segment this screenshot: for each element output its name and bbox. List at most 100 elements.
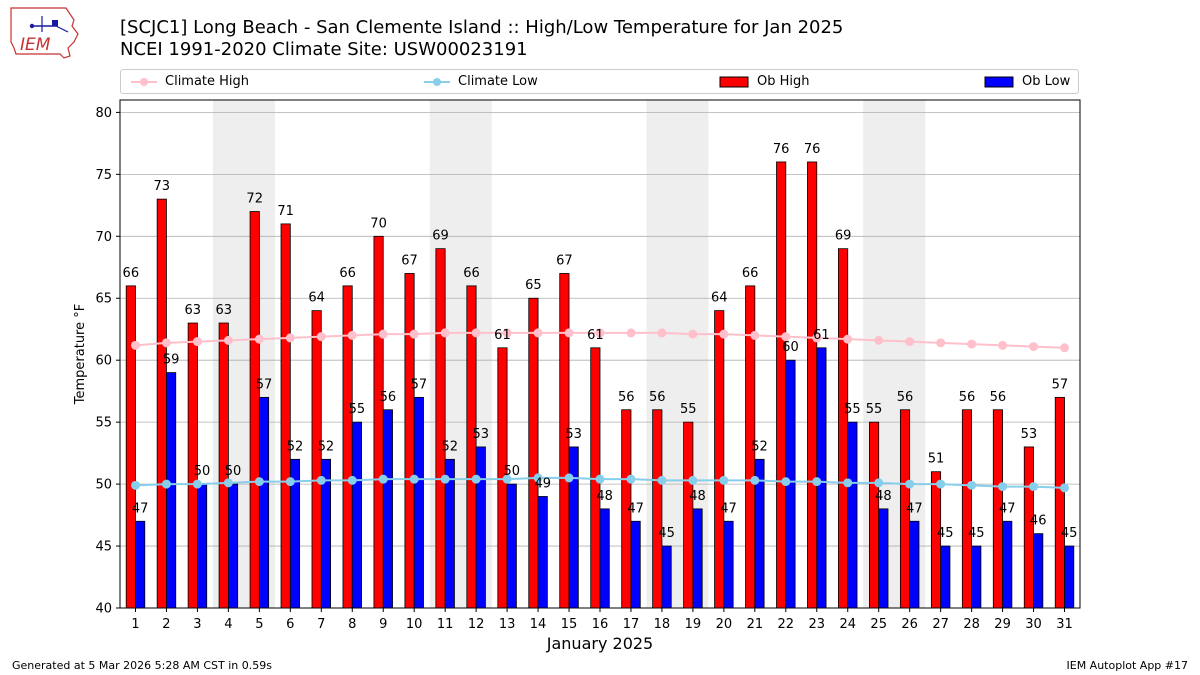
ob-high-label: 56 (897, 390, 914, 405)
ob-high-bar (652, 409, 663, 609)
x-tick-label: 14 (530, 617, 547, 632)
x-tick-label: 6 (286, 617, 294, 632)
x-tick-label: 27 (932, 617, 949, 632)
climate-low-point (130, 480, 140, 490)
chart-subtitle: NCEI 1991-2020 Climate Site: USW00023191 (120, 39, 528, 60)
climate-low-point (533, 473, 543, 483)
ob-low-bar (382, 409, 393, 609)
ob-low-label: 53 (473, 427, 490, 442)
ob-high-label: 64 (711, 291, 728, 306)
ob-low-bar (475, 446, 486, 609)
ob-high-bar (528, 297, 539, 609)
climate-low-point (316, 475, 326, 485)
climate-low-point (378, 474, 388, 484)
climate-high-point (409, 329, 419, 339)
ob-low-label: 47 (720, 501, 737, 516)
climate-high-point (595, 328, 605, 338)
x-tick-label: 1 (131, 617, 139, 632)
ob-high-label: 76 (773, 142, 790, 157)
ob-high-bar (683, 421, 694, 609)
ob-high-bar (404, 273, 415, 609)
x-tick-label: 3 (193, 617, 201, 632)
climate-low-point (719, 475, 729, 485)
ob-low-bar (197, 483, 208, 609)
climate-high-point (843, 334, 853, 344)
legend-swatch-climate-low (424, 77, 450, 86)
climate-high-point (161, 338, 171, 348)
climate-low-point (843, 478, 853, 488)
x-tick-label: 13 (499, 617, 516, 632)
climate-high-point (502, 328, 512, 338)
ob-low-bar (1064, 545, 1075, 609)
ob-high-label: 55 (866, 402, 883, 417)
chart-title: [SCJC1] Long Beach - San Clemente Island… (120, 17, 844, 38)
legend-label-climate-low: Climate Low (458, 74, 538, 89)
x-tick-label: 30 (1025, 617, 1042, 632)
x-axis-label: January 2025 (546, 634, 653, 653)
x-tick-label: 12 (468, 617, 485, 632)
x-tick-label: 22 (778, 617, 795, 632)
y-tick-label: 40 (95, 602, 112, 617)
ob-low-bar (568, 446, 579, 609)
x-tick-label: 8 (348, 617, 356, 632)
ob-low-bar (940, 545, 951, 609)
climate-low-point (595, 474, 605, 484)
footer-app-label: IEM Autoplot App #17 (1066, 659, 1189, 672)
climate-high-point (936, 338, 946, 348)
ob-high-bar (311, 310, 322, 609)
ob-low-bar (630, 520, 641, 609)
x-tick-label: 31 (1056, 617, 1073, 632)
ob-low-label: 47 (999, 501, 1016, 516)
y-tick-label: 80 (95, 106, 112, 121)
ob-high-label: 66 (742, 266, 759, 281)
ob-high-label: 71 (277, 204, 294, 219)
ob-low-label: 57 (256, 377, 273, 392)
ob-high-label: 56 (959, 390, 976, 405)
ob-low-label: 45 (968, 526, 985, 541)
climate-low-point (254, 477, 264, 487)
legend-swatch-ob-high (719, 76, 749, 87)
climate-high-point (223, 335, 233, 345)
ob-low-label: 60 (782, 340, 799, 355)
climate-high-point (812, 333, 822, 343)
ob-low-bar (1002, 520, 1013, 609)
ob-low-bar (661, 545, 672, 609)
climate-low-point (657, 475, 667, 485)
x-tick-label: 15 (561, 617, 578, 632)
ob-high-label: 70 (370, 216, 387, 231)
ob-high-label: 67 (401, 253, 418, 268)
climate-high-point (998, 340, 1008, 350)
legend-swatch-ob-low (984, 76, 1014, 87)
climate-high-point (254, 334, 264, 344)
ob-low-label: 45 (1061, 526, 1078, 541)
ob-high-label: 61 (494, 328, 511, 343)
ob-high-label: 66 (339, 266, 356, 281)
climate-high-point (130, 340, 140, 350)
climate-high-point (440, 328, 450, 338)
climate-high-point (874, 335, 884, 345)
x-tick-label: 18 (654, 617, 671, 632)
ob-low-label: 45 (937, 526, 954, 541)
ob-low-label: 47 (627, 501, 644, 516)
y-tick-label: 75 (95, 168, 112, 183)
ob-high-bar (280, 223, 291, 609)
x-tick-label: 23 (809, 617, 826, 632)
climate-low-point (347, 475, 357, 485)
x-tick-label: 25 (870, 617, 887, 632)
legend-swatch-climate-high (131, 77, 157, 86)
legend-label-climate-high: Climate High (165, 74, 250, 89)
climate-low-point (781, 477, 791, 487)
climate-low-point (564, 473, 574, 483)
ob-low-bar (599, 508, 610, 609)
ob-low-label: 61 (813, 328, 830, 343)
x-tick-label: 2 (162, 617, 170, 632)
climate-high-point (192, 337, 202, 347)
climate-high-point (967, 339, 977, 349)
y-tick-label: 70 (95, 230, 112, 245)
legend-label-ob-high: Ob High (757, 74, 810, 89)
climate-high-point (285, 333, 295, 343)
ob-high-bar (435, 248, 446, 609)
ob-high-label: 53 (1021, 427, 1038, 442)
y-axis-label: Temperature °F (73, 304, 88, 405)
ob-high-bar (125, 285, 136, 609)
